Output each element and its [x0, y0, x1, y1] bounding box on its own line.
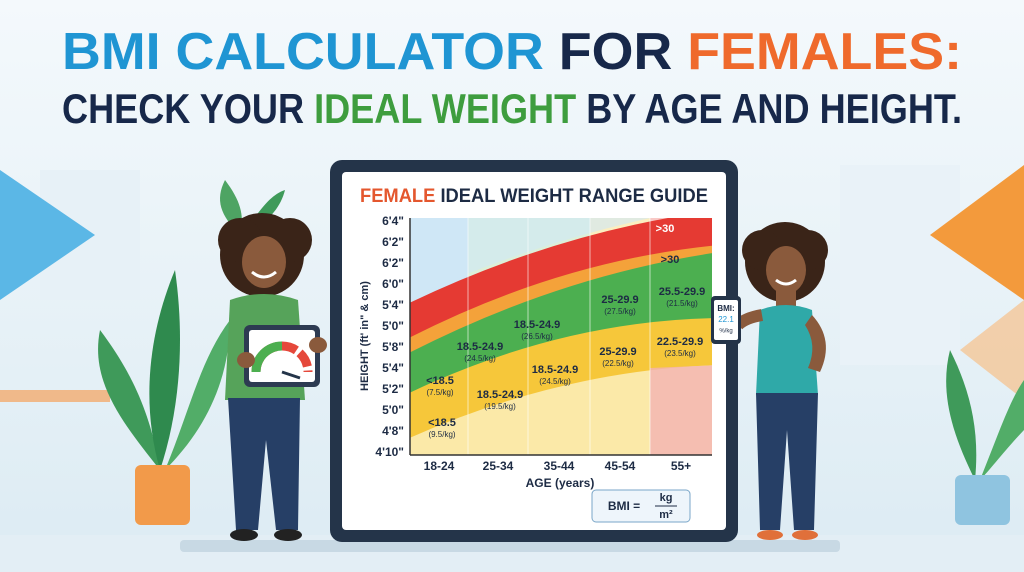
band-note: (21.5/kg)	[666, 299, 698, 308]
band-note: (26.5/kg)	[521, 332, 553, 341]
band-range: 18.5-24.9	[514, 319, 560, 331]
y-label: 6'0"	[382, 277, 404, 291]
shelf	[0, 390, 110, 402]
band-note: (22.5/kg)	[602, 359, 634, 368]
stand	[180, 540, 840, 552]
guide-title-part: FEMALE	[360, 186, 435, 207]
title-part: CHECK YOUR	[62, 85, 304, 132]
band-range: 18.5-24.9	[477, 389, 523, 401]
y-label: 5'4"	[382, 361, 404, 375]
right-woman: BMI: 22.1 %/kg	[711, 222, 828, 540]
y-label: 6'2"	[382, 235, 404, 249]
decor-triangle	[0, 170, 95, 300]
x-label: 45-54	[605, 459, 636, 473]
x-label: 55+	[671, 459, 691, 473]
formula-lhs: BMI =	[608, 499, 640, 513]
title-part: BMI CALCULATOR	[62, 23, 544, 81]
plot-area	[410, 218, 712, 455]
y-label: 5'4"	[382, 298, 404, 312]
decor-triangle	[930, 165, 1024, 300]
band-range: 22.5-29.9	[657, 336, 703, 348]
guide-title: FEMALE IDEAL WEIGHT RANGE GUIDE	[360, 186, 708, 207]
x-label: 35-44	[544, 459, 575, 473]
band-range: 18.5-24.9	[457, 341, 503, 353]
y-label: 5'2"	[382, 382, 404, 396]
x-label: 25-34	[483, 459, 514, 473]
band-note: (19.5/kg)	[484, 402, 516, 411]
band-note: (24.5/kg)	[464, 354, 496, 363]
guide-title-part: IDEAL WEIGHT RANGE GUIDE	[440, 186, 708, 207]
window	[840, 165, 960, 365]
decor-triangle	[960, 300, 1024, 400]
left-woman	[218, 213, 327, 541]
title-part: BY AGE AND HEIGHT.	[586, 85, 962, 132]
y-label: 6'4"	[382, 214, 404, 228]
band-range: <18.5	[426, 375, 454, 387]
band-note: (24.5/kg)	[539, 377, 571, 386]
formula-numerator: kg	[660, 492, 673, 504]
title-part: FOR	[559, 23, 672, 81]
plant	[946, 350, 1024, 525]
title-part: FEMALES:	[687, 23, 962, 81]
title-part: IDEAL WEIGHT	[314, 85, 576, 132]
band-note: (27.5/kg)	[604, 307, 636, 316]
y-label: 5'0"	[382, 319, 404, 333]
band-range: <18.5	[428, 417, 456, 429]
band-range: 25-29.9	[601, 294, 638, 306]
band-range: 25.5-29.9	[659, 286, 705, 298]
x-labels: 18-24 25-34 35-44 45-54 55+	[424, 459, 692, 473]
y-label: 6'2"	[382, 256, 404, 270]
title-line-2: CHECK YOUR IDEAL WEIGHT BY AGE AND HEIGH…	[62, 85, 962, 132]
y-axis-label: HEIGHT (ft' in" & cm)	[359, 281, 371, 391]
band-labels: >30>3025-29.9(27.5/kg)25.5-29.9(21.5/kg)…	[426, 223, 705, 439]
x-axis-label: AGE (years)	[526, 476, 595, 490]
title-line-1: BMI CALCULATOR FOR FEMALES:	[62, 23, 962, 81]
formula-denominator: m²	[659, 509, 673, 521]
band-note: (7.5/kg)	[426, 388, 453, 397]
y-label: 5'8"	[382, 340, 404, 354]
phone-unit: %/kg	[719, 329, 732, 335]
y-label: 5'0"	[382, 403, 404, 417]
phone-value: 22.1	[718, 315, 734, 324]
formula-box	[591, 489, 691, 523]
y-label: 4'10"	[375, 445, 404, 459]
band-note: (23.5/kg)	[664, 349, 696, 358]
band-note: (9.5/kg)	[428, 430, 455, 439]
band-range: >30	[661, 254, 680, 266]
plant	[98, 270, 230, 525]
y-label: 4'8"	[382, 424, 404, 438]
band-range: 18.5-24.9	[532, 364, 578, 376]
band-range: >30	[656, 223, 675, 235]
y-labels: 6'4" 6'2" 6'2" 6'0" 5'4" 5'0" 5'8" 5'4" 5'2" 5'0"…	[375, 214, 404, 459]
phone-label: BMI:	[717, 304, 734, 313]
band-range: 25-29.9	[599, 346, 636, 358]
x-label: 18-24	[424, 459, 455, 473]
